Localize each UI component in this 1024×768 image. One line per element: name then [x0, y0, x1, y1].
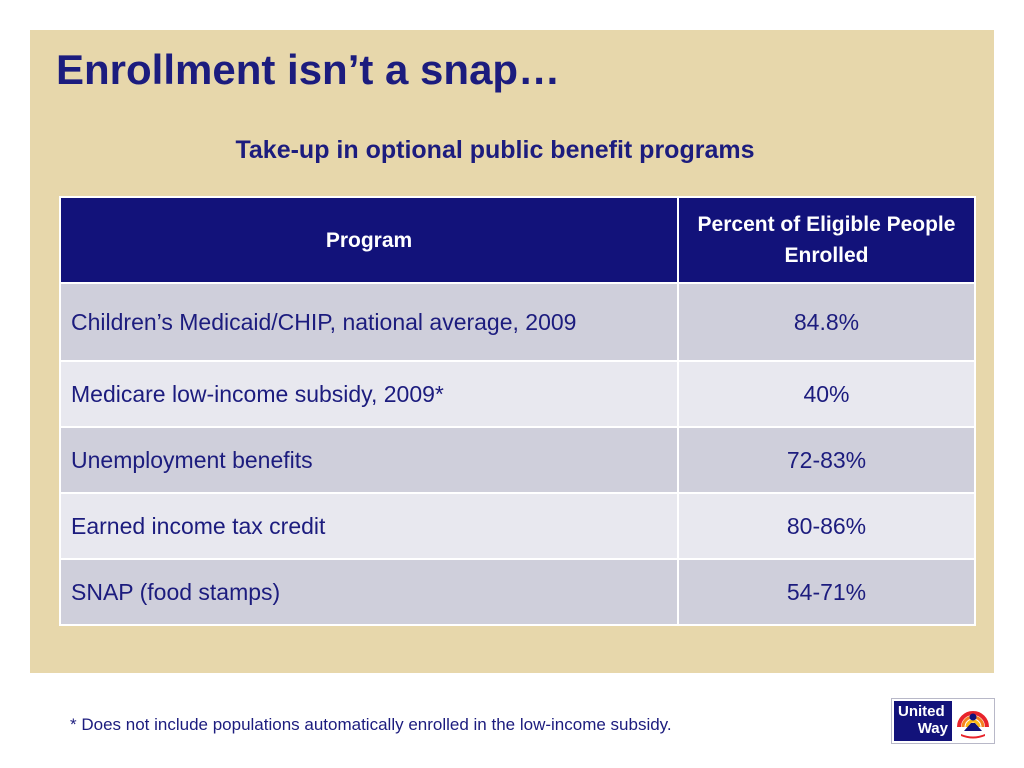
percent-cell: 80-86% — [677, 492, 976, 560]
slide-subtitle: Take-up in optional public benefit progr… — [235, 136, 755, 164]
program-cell: Unemployment benefits — [59, 426, 679, 494]
slide-title: Enrollment isn’t a snap… — [56, 46, 561, 93]
table-row: Medicare low-income subsidy, 2009* 40% — [59, 360, 976, 428]
united-way-logo: United Way — [891, 698, 995, 744]
logo-line-1: United — [898, 703, 945, 720]
table-row: Earned income tax credit 80-86% — [59, 492, 976, 560]
percent-cell: 84.8% — [677, 282, 976, 362]
footnote: * Does not include populations automatic… — [70, 715, 672, 734]
program-cell: Earned income tax credit — [59, 492, 679, 560]
table-row: SNAP (food stamps) 54-71% — [59, 558, 976, 626]
program-cell: Medicare low-income subsidy, 2009* — [59, 360, 679, 428]
header-program: Program — [59, 196, 679, 284]
program-cell: SNAP (food stamps) — [59, 558, 679, 626]
table-header-row: Program Percent of Eligible People Enrol… — [59, 196, 976, 284]
percent-cell: 40% — [677, 360, 976, 428]
percent-cell: 54-71% — [677, 558, 976, 626]
united-way-hand-rainbow-icon — [957, 711, 989, 739]
table-row: Unemployment benefits 72-83% — [59, 426, 976, 494]
table-row: Children’s Medicaid/CHIP, national avera… — [59, 282, 976, 362]
logo-wordmark: United Way — [894, 701, 952, 741]
logo-line-2: Way — [917, 720, 948, 737]
header-percent-enrolled: Percent of Eligible People Enrolled — [677, 196, 976, 284]
enrollment-table: Program Percent of Eligible People Enrol… — [59, 196, 976, 626]
percent-cell: 72-83% — [677, 426, 976, 494]
program-cell: Children’s Medicaid/CHIP, national avera… — [59, 282, 679, 362]
